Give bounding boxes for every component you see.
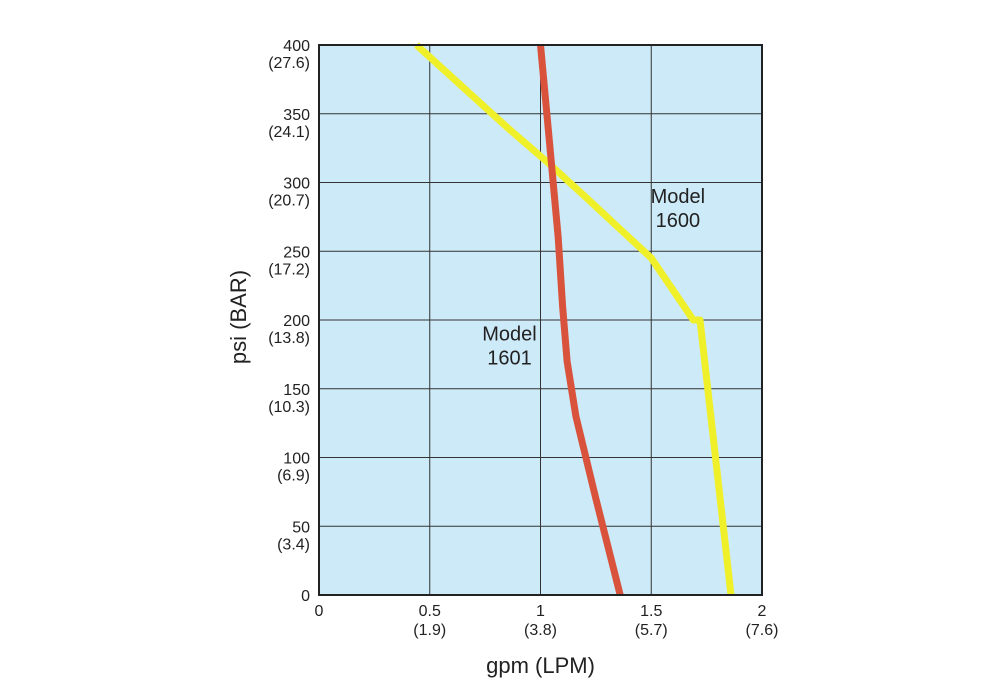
y-tick-label: 400 — [283, 38, 310, 55]
y-tick-label: 200 — [283, 313, 310, 330]
x-tick-label: 0.5 — [419, 603, 441, 620]
y-tick-sublabel: (27.6) — [268, 55, 310, 72]
x-axis-title: gpm (LPM) — [486, 653, 595, 678]
y-tick-label: 350 — [283, 107, 310, 124]
series-label: Model — [651, 186, 705, 208]
plot-frame — [318, 44, 763, 596]
x-tick-label: 0 — [315, 603, 324, 620]
y-tick-label: 50 — [292, 519, 310, 536]
x-tick-sublabel: (3.8) — [524, 622, 557, 639]
gridlines — [319, 45, 762, 595]
y-tick-sublabel: (6.9) — [277, 468, 310, 485]
y-tick-sublabel: (3.4) — [277, 536, 310, 553]
x-tick-sublabel: (5.7) — [635, 622, 668, 639]
y-tick-sublabel: (17.2) — [268, 261, 310, 278]
x-tick-labels: 0 0.5 (1.9) 1 (3.8) 1.5 (5.7) 2 (7.6) — [315, 603, 779, 639]
series-lines — [414, 42, 735, 596]
x-tick-label: 1 — [536, 603, 545, 620]
y-tick-sublabel: (13.8) — [268, 330, 310, 347]
series-label: 1600 — [656, 210, 701, 232]
y-tick-labels: 0 50(3.4) 100(6.9) 150(10.3) 200(13.8) 250(17… — [268, 38, 310, 605]
series-label: Model — [482, 324, 536, 346]
series-line — [414, 42, 735, 596]
x-tick-label: 1.5 — [640, 603, 662, 620]
x-tick-sublabel: (1.9) — [413, 622, 446, 639]
y-tick-label: 250 — [283, 244, 310, 261]
y-tick-sublabel: (24.1) — [268, 124, 310, 141]
y-tick-label: 300 — [283, 176, 310, 193]
x-tick-sublabel: (7.6) — [746, 622, 779, 639]
y-tick-sublabel: (10.3) — [268, 399, 310, 416]
series-line — [537, 44, 624, 596]
y-axis-title: psi (BAR) — [226, 270, 251, 364]
y-tick-label: 0 — [301, 588, 310, 605]
series-label: 1601 — [487, 348, 532, 370]
y-tick-label: 150 — [283, 382, 310, 399]
y-tick-sublabel: (20.7) — [268, 193, 310, 210]
x-tick-label: 2 — [758, 603, 767, 620]
y-tick-label: 100 — [283, 451, 310, 468]
